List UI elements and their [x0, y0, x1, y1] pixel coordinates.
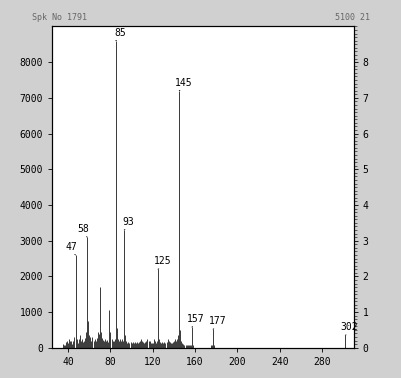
- Text: 177: 177: [208, 316, 225, 326]
- Text: 157: 157: [187, 314, 205, 324]
- Text: Spk No 1791: Spk No 1791: [32, 13, 87, 22]
- Text: 5100 21: 5100 21: [334, 13, 369, 22]
- Text: 302: 302: [340, 322, 357, 332]
- Text: 93: 93: [122, 217, 134, 227]
- Text: 85: 85: [114, 28, 126, 37]
- Text: 47: 47: [65, 242, 77, 251]
- Text: 125: 125: [153, 256, 171, 266]
- Text: 58: 58: [77, 224, 89, 234]
- Text: 145: 145: [174, 77, 192, 87]
